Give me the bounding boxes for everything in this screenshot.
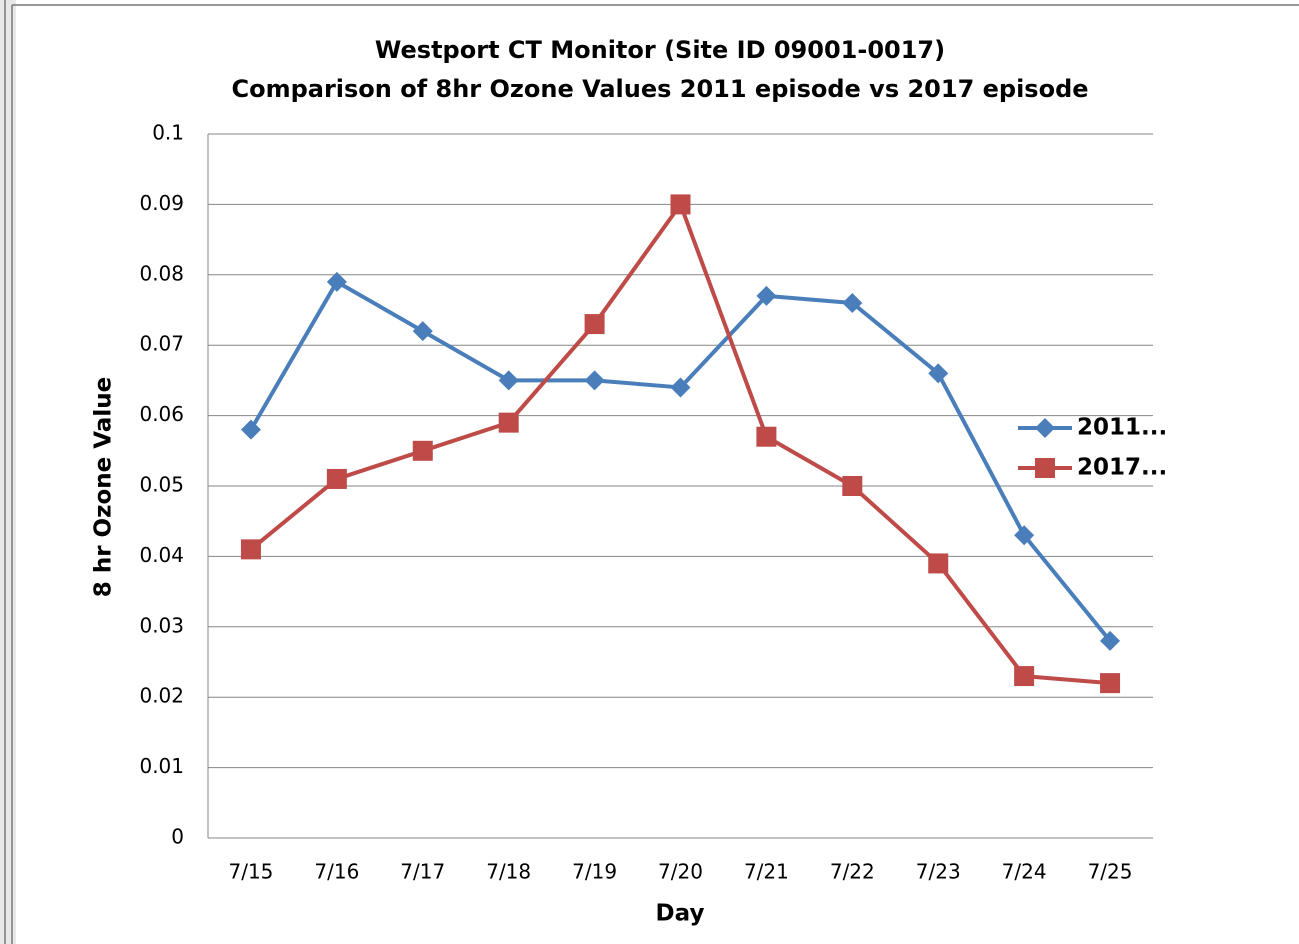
x-tick-label: 7/25 bbox=[1088, 860, 1133, 884]
marker bbox=[326, 271, 347, 292]
y-tick-label: 0.03 bbox=[139, 613, 184, 637]
y-tick-label: 0.05 bbox=[139, 473, 184, 497]
marker bbox=[498, 412, 519, 433]
x-tick-label: 7/19 bbox=[572, 860, 617, 884]
y-axis-title: 8 hr Ozone Value bbox=[91, 377, 117, 597]
marker bbox=[1035, 458, 1055, 478]
x-tick-label: 7/20 bbox=[658, 860, 703, 884]
x-tick-label: 7/15 bbox=[228, 860, 273, 884]
y-tick-label: 0.08 bbox=[139, 261, 184, 285]
y-tick-label: 0.02 bbox=[139, 684, 184, 708]
marker bbox=[670, 377, 691, 398]
x-tick-label: 7/22 bbox=[830, 860, 875, 884]
x-tick-label: 7/17 bbox=[400, 860, 445, 884]
marker bbox=[1100, 630, 1121, 651]
marker bbox=[1100, 673, 1121, 694]
marker bbox=[412, 321, 433, 342]
legend-label: 2011... bbox=[1077, 415, 1167, 441]
marker bbox=[1035, 418, 1055, 438]
x-tick-label: 7/21 bbox=[744, 860, 789, 884]
marker bbox=[928, 363, 949, 384]
y-tick-label: 0.09 bbox=[139, 191, 184, 215]
marker bbox=[584, 370, 605, 391]
x-tick-label: 7/16 bbox=[314, 860, 359, 884]
x-tick-label: 7/18 bbox=[486, 860, 531, 884]
y-tick-label: 0.01 bbox=[139, 754, 184, 778]
marker bbox=[842, 476, 863, 496]
x-axis-title: Day bbox=[656, 901, 705, 927]
legend-label: 2017... bbox=[1077, 455, 1167, 481]
marker bbox=[498, 370, 519, 391]
marker bbox=[756, 285, 777, 306]
marker bbox=[412, 440, 433, 461]
y-tick-label: 0.06 bbox=[139, 402, 184, 426]
x-tick-label: 7/24 bbox=[1002, 860, 1047, 884]
marker bbox=[240, 419, 261, 440]
marker bbox=[756, 426, 777, 447]
marker bbox=[326, 468, 347, 489]
marker bbox=[584, 314, 605, 335]
marker bbox=[670, 194, 691, 215]
chart-title: Westport CT Monitor (Site ID 09001-0017) bbox=[375, 36, 945, 64]
chart-subtitle: Comparison of 8hr Ozone Values 2011 epis… bbox=[231, 75, 1088, 103]
y-tick-label: 0 bbox=[171, 825, 184, 849]
marker bbox=[1014, 525, 1035, 546]
x-tick-label: 7/23 bbox=[916, 860, 961, 884]
marker bbox=[842, 292, 863, 313]
y-tick-label: 0.07 bbox=[139, 332, 184, 356]
y-tick-label: 0.04 bbox=[139, 543, 184, 567]
marker bbox=[1014, 666, 1035, 687]
y-tick-label: 0.1 bbox=[152, 121, 184, 145]
frame-left bbox=[0, 0, 16, 944]
marker bbox=[240, 539, 261, 560]
marker bbox=[928, 553, 949, 574]
